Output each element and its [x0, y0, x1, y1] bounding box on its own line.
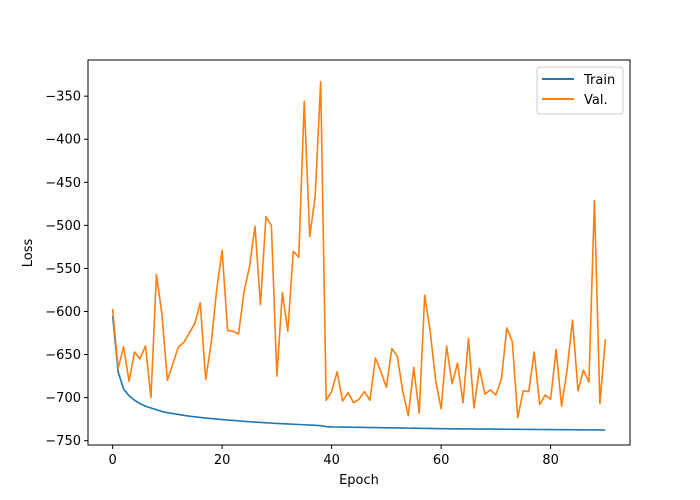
series-line-val: [111, 80, 607, 419]
y-tick-label: −650: [45, 348, 81, 363]
y-tick-label: −750: [45, 434, 81, 449]
series-layer: [111, 80, 607, 431]
x-tick-label: 60: [433, 453, 450, 468]
x-tick-label: 20: [214, 453, 231, 468]
y-tick-label: −600: [45, 305, 81, 320]
y-axis-label: Loss: [21, 239, 36, 268]
y-tick-label: −700: [45, 391, 81, 406]
y-axis-ticks: −750 −700 −650 −600 −550 −500 −450 −400 −350: [45, 90, 88, 449]
y-tick-label: −450: [45, 176, 81, 191]
axes-frame: [87, 59, 631, 446]
series-line-train: [111, 315, 606, 431]
plot-area: [88, 60, 630, 445]
legend: Train Val.: [536, 66, 624, 115]
x-axis-label: Epoch: [339, 473, 379, 488]
x-axis-ticks: 0 20 40 60 80: [108, 445, 559, 468]
y-tick-label: −550: [45, 262, 81, 277]
legend-label-val: Val.: [584, 93, 608, 108]
x-tick-label: 0: [108, 453, 116, 468]
legend-label-train: Train: [583, 73, 615, 88]
y-tick-label: −350: [45, 90, 81, 105]
y-tick-label: −500: [45, 219, 81, 234]
x-tick-label: 40: [323, 453, 340, 468]
x-tick-label: 80: [542, 453, 559, 468]
y-tick-label: −400: [45, 133, 81, 148]
